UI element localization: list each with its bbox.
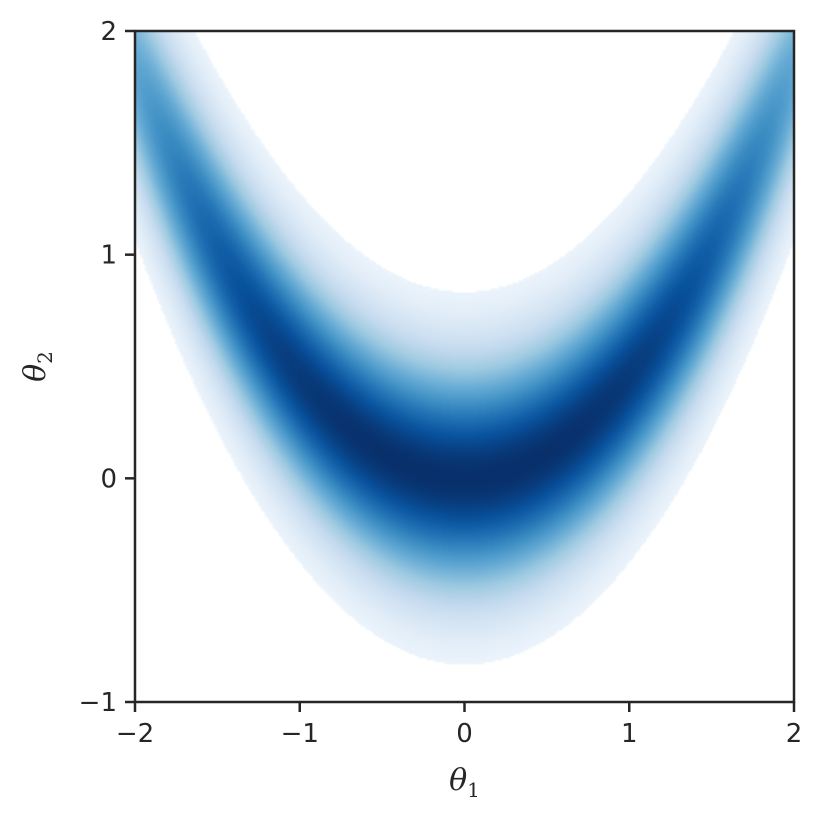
x-tick-label: −2 [116, 719, 154, 749]
x-axis: −2 −1 0 1 2 [116, 702, 802, 749]
x-tick-label: −1 [281, 719, 319, 749]
y-axis-label: θ2 [18, 351, 57, 382]
y-tick-label: 1 [100, 241, 117, 271]
x-tick-label: 1 [621, 719, 638, 749]
y-axis: −1 0 1 2 [79, 17, 135, 718]
y-tick-label: 0 [100, 464, 117, 494]
plot-area [135, 31, 794, 702]
x-tick-label: 2 [786, 719, 803, 749]
x-axis-label: θ1 [449, 763, 480, 802]
x-tick-label: 0 [456, 719, 473, 749]
y-tick-label: 2 [100, 17, 117, 47]
y-tick-label: −1 [79, 688, 117, 718]
density-heatmap [135, 31, 794, 702]
